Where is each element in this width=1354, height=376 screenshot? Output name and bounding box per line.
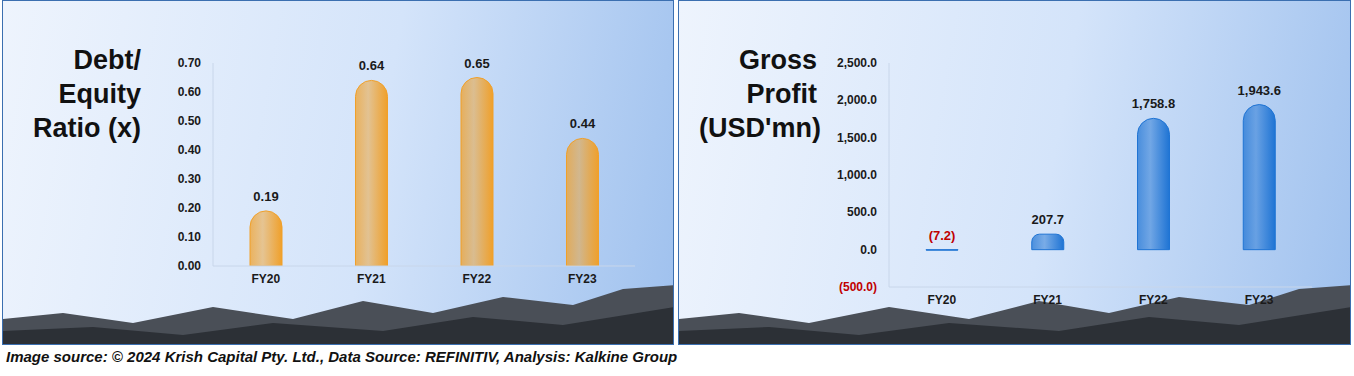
svg-text:0.00: 0.00 (178, 259, 202, 273)
svg-text:0.30: 0.30 (178, 172, 202, 186)
svg-text:0.65: 0.65 (464, 56, 489, 71)
svg-text:FY22: FY22 (462, 272, 491, 286)
svg-text:0.70: 0.70 (178, 56, 202, 70)
svg-text:FY20: FY20 (251, 272, 280, 286)
svg-text:0.10: 0.10 (178, 230, 202, 244)
svg-text:FY23: FY23 (568, 272, 597, 286)
svg-text:0.64: 0.64 (359, 58, 385, 73)
svg-text:(500.0): (500.0) (839, 280, 877, 294)
svg-text:0.0: 0.0 (860, 243, 877, 257)
svg-text:0.19: 0.19 (253, 189, 278, 204)
svg-text:FY21: FY21 (357, 272, 386, 286)
svg-text:500.0: 500.0 (847, 205, 877, 219)
html-text:Profit: Profit (746, 79, 817, 109)
svg-text:2,500.0: 2,500.0 (837, 56, 877, 70)
html-text:Image source: © 2024 Krish Cap: Image source: © 2024 Krish Capital Pty. … (6, 348, 678, 365)
svg-text:0.60: 0.60 (178, 85, 202, 99)
svg-text:FY20: FY20 (928, 293, 957, 307)
svg-text:2,000.0: 2,000.0 (837, 93, 877, 107)
svg-text:1,758.8: 1,758.8 (1132, 96, 1175, 111)
html-text:Debt/: Debt/ (73, 45, 141, 75)
html-text:Ratio (x): Ratio (x) (33, 113, 141, 143)
svg-text:FY21: FY21 (1033, 293, 1062, 307)
svg-text:(7.2): (7.2) (929, 228, 956, 243)
html-text:Gross: Gross (739, 45, 817, 75)
svg-text:1,500.0: 1,500.0 (837, 131, 877, 145)
svg-text:1,000.0: 1,000.0 (837, 168, 877, 182)
svg-text:0.44: 0.44 (570, 116, 596, 131)
svg-text:FY22: FY22 (1139, 293, 1168, 307)
svg-text:0.40: 0.40 (178, 143, 202, 157)
svg-text:0.50: 0.50 (178, 114, 202, 128)
svg-text:1,943.6: 1,943.6 (1238, 83, 1281, 98)
svg-text:207.7: 207.7 (1031, 212, 1064, 227)
svg-text:FY23: FY23 (1245, 293, 1274, 307)
html-text:(USD'mn): (USD'mn) (699, 113, 821, 143)
html-text:Equity: Equity (58, 79, 141, 109)
svg-text:0.20: 0.20 (178, 201, 202, 215)
